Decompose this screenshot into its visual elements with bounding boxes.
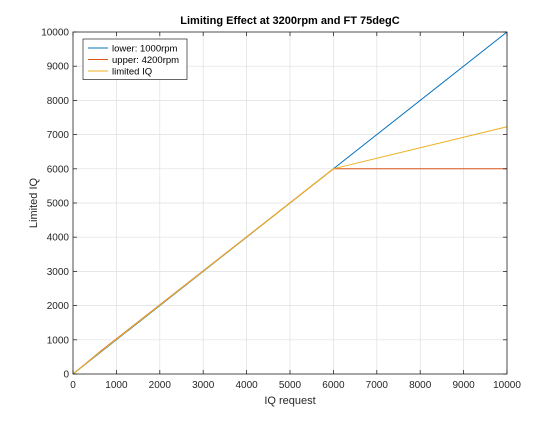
x-tick-label: 2000: [149, 380, 172, 391]
y-tick-label: 7000: [47, 130, 70, 141]
axis-ticks: 0 1000 2000 3000 4000 5000 6000 7000 8000 9000 100…: [41, 28, 521, 392]
x-tick-label: 4000: [235, 380, 258, 391]
y-tick-label: 1000: [47, 335, 70, 346]
x-tick-label: 0: [70, 380, 76, 391]
x-tick-label: 10000: [493, 380, 521, 391]
y-tick-label: 10000: [41, 28, 69, 39]
x-tick-label: 1000: [105, 380, 128, 391]
x-tick-label: 9000: [452, 380, 475, 391]
y-tick-label: 4000: [47, 233, 70, 244]
x-tick-label: 8000: [409, 380, 432, 391]
y-tick-label: 2000: [47, 301, 70, 312]
legend-label: limited IQ: [112, 66, 152, 77]
y-tick-label: 6000: [47, 164, 70, 175]
chart-title: Limiting Effect at 3200rpm and FT 75degC: [180, 15, 399, 27]
y-axis-label: Limited IQ: [28, 177, 40, 228]
y-tick-label: 0: [63, 370, 69, 381]
series-layer: [72, 31, 508, 375]
x-tick-label: 6000: [322, 380, 345, 391]
y-tick-label: 9000: [47, 62, 70, 73]
y-tick-label: 8000: [47, 96, 70, 107]
series-line-3: [72, 126, 508, 375]
legend-label: upper: 4200rpm: [112, 55, 179, 66]
x-axis-label: IQ request: [264, 395, 315, 407]
y-tick-label: 5000: [47, 199, 70, 210]
x-tick-label: 7000: [366, 380, 389, 391]
legend-label: lower: 1000rpm: [112, 43, 178, 54]
y-tick-label: 3000: [47, 267, 70, 278]
x-tick-label: 3000: [192, 380, 215, 391]
x-tick-label: 5000: [279, 380, 302, 391]
